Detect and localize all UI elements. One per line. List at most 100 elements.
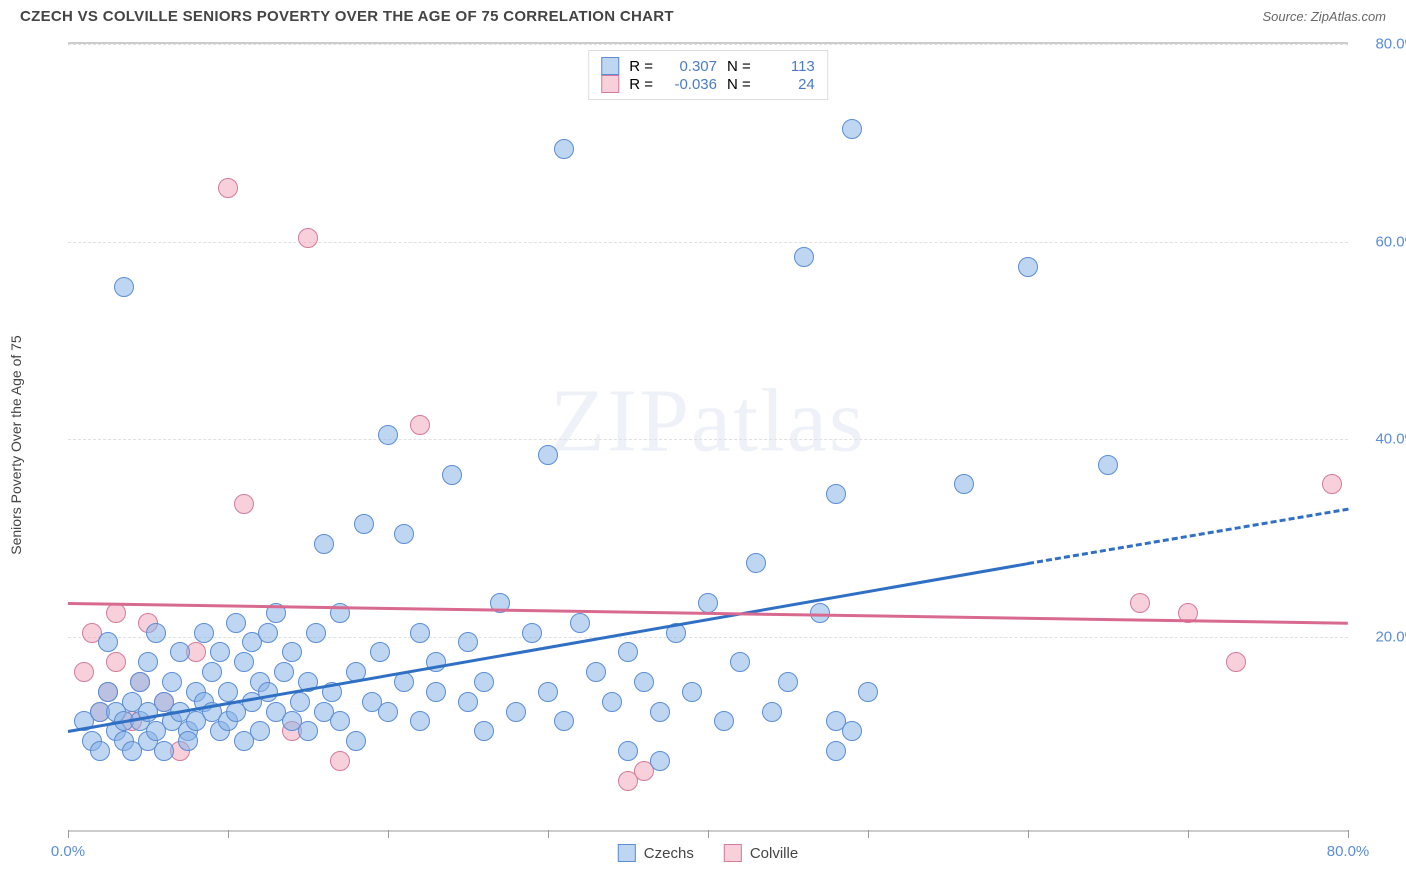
data-point [114,277,134,297]
data-point [410,711,430,731]
gridline [68,44,1348,45]
data-point [826,741,846,761]
data-point [210,642,230,662]
y-tick-label: 60.0% [1375,233,1406,250]
data-point [154,741,174,761]
data-point [634,672,654,692]
data-point [194,623,214,643]
data-point [1098,455,1118,475]
n-label: N = [727,76,751,93]
legend-item-colville: Colville [724,844,798,862]
data-point [234,494,254,514]
r-label: R = [629,76,653,93]
data-point [378,702,398,722]
data-point [410,623,430,643]
data-point [650,702,670,722]
y-tick-label: 80.0% [1375,36,1406,53]
swatch-colville-icon [724,844,742,862]
legend-row-colville: R = -0.036 N = 24 [601,75,815,93]
data-point [842,119,862,139]
data-point [714,711,734,731]
data-point [138,652,158,672]
data-point [170,642,190,662]
plot-area: ZIPatlas R = 0.307 N = 113 R = -0.036 N … [68,42,1348,832]
data-point [762,702,782,722]
swatch-czechs-icon [618,844,636,862]
watermark-zip: ZIP [550,372,691,471]
data-point [90,741,110,761]
watermark: ZIPatlas [550,370,866,473]
data-point [314,534,334,554]
data-point [618,741,638,761]
r-label: R = [629,58,653,75]
data-point [730,652,750,672]
data-point [330,711,350,731]
data-point [554,711,574,731]
data-point [234,652,254,672]
chart-header: CZECH VS COLVILLE SENIORS POVERTY OVER T… [0,0,1406,29]
data-point [130,672,150,692]
data-point [354,514,374,534]
data-point [522,623,542,643]
data-point [250,721,270,741]
x-tick [548,830,549,838]
correlation-legend: R = 0.307 N = 113 R = -0.036 N = 24 [588,50,828,100]
n-value-czechs: 113 [761,58,815,75]
data-point [794,247,814,267]
data-point [458,632,478,652]
data-point [842,721,862,741]
data-point [306,623,326,643]
n-label: N = [727,58,751,75]
legend-label-colville: Colville [750,845,798,862]
data-point [98,632,118,652]
data-point [474,721,494,741]
x-tick [388,830,389,838]
gridline [68,242,1348,243]
x-tick [708,830,709,838]
r-value-colville: -0.036 [663,76,717,93]
data-point [554,139,574,159]
data-point [586,662,606,682]
y-tick-label: 40.0% [1375,431,1406,448]
data-point [146,623,166,643]
data-point [298,721,318,741]
data-point [1226,652,1246,672]
data-point [74,662,94,682]
n-value-colville: 24 [761,76,815,93]
data-point [538,682,558,702]
x-tick [228,830,229,838]
data-point [442,465,462,485]
data-point [282,642,302,662]
data-point [426,682,446,702]
data-point [1322,474,1342,494]
y-axis-label: Seniors Poverty Over the Age of 75 [8,335,24,554]
data-point [370,642,390,662]
data-point [746,553,766,573]
x-tick [1188,830,1189,838]
series-legend: Czechs Colville [618,844,798,862]
data-point [378,425,398,445]
x-tick [1348,830,1349,838]
data-point [650,751,670,771]
data-point [474,672,494,692]
swatch-colville-icon [601,75,619,93]
gridline [68,439,1348,440]
data-point [290,692,310,712]
data-point [458,692,478,712]
data-point [1018,257,1038,277]
data-point [218,682,238,702]
x-tick-label: 80.0% [1327,843,1370,860]
data-point [202,662,222,682]
data-point [682,682,702,702]
data-point [274,662,294,682]
data-point [410,415,430,435]
data-point [954,474,974,494]
data-point [506,702,526,722]
data-point [162,672,182,692]
data-point [538,445,558,465]
legend-label-czechs: Czechs [644,845,694,862]
x-tick [868,830,869,838]
watermark-atlas: atlas [691,372,866,471]
data-point [98,682,118,702]
chart-container: Seniors Poverty Over the Age of 75 ZIPat… [48,42,1388,832]
